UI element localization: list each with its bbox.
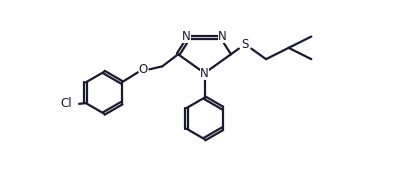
Text: N: N	[200, 67, 209, 80]
Text: O: O	[139, 63, 148, 76]
Text: N: N	[218, 30, 227, 43]
Text: N: N	[182, 30, 191, 43]
Text: S: S	[242, 38, 249, 51]
Text: Cl: Cl	[60, 97, 72, 110]
